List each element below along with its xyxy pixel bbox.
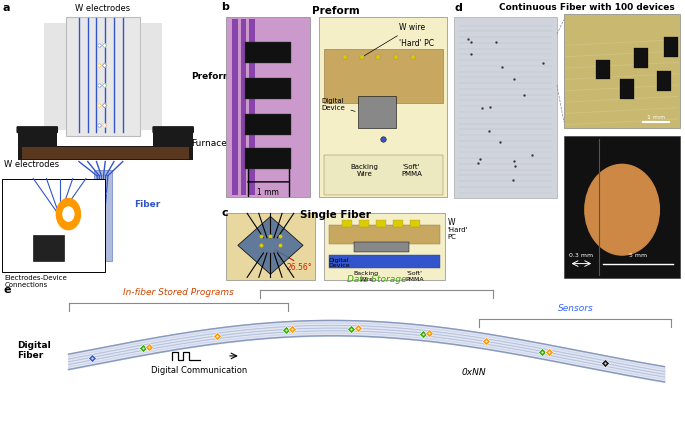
Text: 1 mm: 1 mm [647, 115, 665, 121]
FancyBboxPatch shape [18, 129, 57, 160]
FancyBboxPatch shape [232, 19, 238, 195]
FancyBboxPatch shape [240, 19, 247, 195]
Text: 0.3 mm: 0.3 mm [569, 253, 593, 258]
Text: d: d [454, 3, 462, 13]
FancyBboxPatch shape [324, 155, 443, 195]
FancyBboxPatch shape [18, 146, 193, 160]
Text: a: a [2, 3, 10, 13]
Text: Digital
Device: Digital Device [329, 258, 350, 268]
FancyBboxPatch shape [245, 42, 291, 63]
Text: c: c [221, 208, 228, 218]
Text: 1 mm: 1 mm [257, 188, 279, 197]
FancyBboxPatch shape [564, 136, 680, 278]
Text: e: e [3, 285, 11, 295]
FancyBboxPatch shape [140, 23, 162, 130]
FancyBboxPatch shape [410, 220, 420, 227]
FancyBboxPatch shape [358, 96, 396, 129]
FancyBboxPatch shape [393, 220, 403, 227]
Text: 0xNN: 0xNN [462, 368, 486, 377]
Text: Digital Communication: Digital Communication [151, 366, 248, 375]
FancyBboxPatch shape [324, 49, 443, 103]
Text: W wire: W wire [364, 22, 425, 56]
Circle shape [585, 165, 660, 255]
Text: b: b [221, 2, 229, 12]
FancyBboxPatch shape [376, 220, 386, 227]
Text: W electrodes: W electrodes [75, 4, 131, 13]
FancyBboxPatch shape [324, 213, 445, 280]
Text: Continuous Fiber with 100 devices: Continuous Fiber with 100 devices [499, 3, 675, 12]
Text: Electrodes-Device
Connections: Electrodes-Device Connections [4, 275, 67, 288]
FancyBboxPatch shape [95, 170, 112, 261]
Text: 'Hard'
PC: 'Hard' PC [447, 227, 468, 240]
Text: Digital
Fiber: Digital Fiber [17, 341, 51, 360]
FancyBboxPatch shape [249, 19, 255, 195]
FancyBboxPatch shape [226, 213, 314, 280]
FancyBboxPatch shape [342, 220, 352, 227]
FancyBboxPatch shape [245, 114, 291, 135]
Text: 'Hard' PC: 'Hard' PC [399, 39, 434, 48]
Text: W: W [447, 218, 455, 227]
FancyBboxPatch shape [454, 17, 557, 198]
Text: Digital
Device: Digital Device [322, 99, 355, 111]
Text: Backing
Wire: Backing Wire [350, 165, 378, 177]
Text: Preform: Preform [190, 72, 232, 81]
Text: Sensors: Sensors [558, 305, 593, 313]
FancyBboxPatch shape [22, 147, 188, 159]
Text: 5 mm: 5 mm [630, 253, 647, 258]
FancyBboxPatch shape [153, 129, 193, 160]
FancyBboxPatch shape [657, 71, 671, 91]
Text: Preform: Preform [312, 6, 360, 16]
Text: 'Soft'
PMMA: 'Soft' PMMA [401, 165, 422, 177]
FancyBboxPatch shape [329, 255, 440, 268]
FancyBboxPatch shape [16, 126, 58, 133]
Text: Backing
Wire: Backing Wire [354, 271, 379, 282]
FancyBboxPatch shape [597, 60, 610, 80]
FancyBboxPatch shape [329, 225, 440, 244]
Text: Furnace: Furnace [190, 139, 227, 148]
Text: Fiber: Fiber [134, 200, 160, 209]
FancyBboxPatch shape [245, 148, 291, 169]
FancyBboxPatch shape [245, 78, 291, 99]
FancyBboxPatch shape [564, 14, 680, 128]
Polygon shape [238, 217, 303, 274]
FancyBboxPatch shape [44, 23, 66, 130]
FancyBboxPatch shape [152, 126, 194, 133]
Text: In-fiber Stored Programs: In-fiber Stored Programs [123, 288, 234, 297]
FancyBboxPatch shape [319, 17, 447, 197]
Text: 26.56°: 26.56° [287, 263, 312, 272]
Text: W electrodes: W electrodes [4, 160, 60, 169]
FancyBboxPatch shape [2, 179, 105, 272]
FancyBboxPatch shape [354, 242, 409, 252]
FancyBboxPatch shape [634, 48, 648, 68]
FancyBboxPatch shape [664, 37, 678, 57]
Text: 'Soft'
PMMA: 'Soft' PMMA [406, 271, 424, 282]
FancyBboxPatch shape [33, 235, 64, 261]
Text: Data Storage: Data Storage [347, 275, 406, 284]
FancyBboxPatch shape [66, 17, 140, 136]
Circle shape [56, 198, 80, 230]
Circle shape [63, 207, 74, 221]
FancyBboxPatch shape [359, 220, 369, 227]
Text: Single Fiber: Single Fiber [300, 209, 371, 220]
FancyBboxPatch shape [620, 80, 634, 99]
FancyBboxPatch shape [226, 17, 310, 197]
